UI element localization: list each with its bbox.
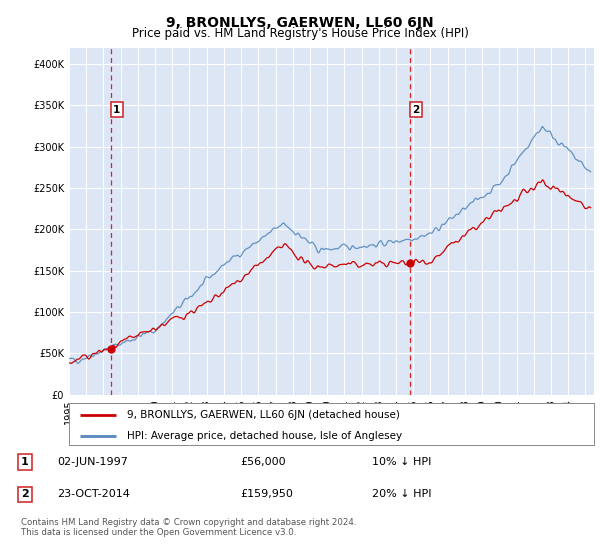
- Text: 23-OCT-2014: 23-OCT-2014: [57, 489, 130, 500]
- Text: 10% ↓ HPI: 10% ↓ HPI: [372, 457, 431, 467]
- Text: 9, BRONLLYS, GAERWEN, LL60 6JN: 9, BRONLLYS, GAERWEN, LL60 6JN: [166, 16, 434, 30]
- Text: Contains HM Land Registry data © Crown copyright and database right 2024.
This d: Contains HM Land Registry data © Crown c…: [21, 518, 356, 538]
- Text: Price paid vs. HM Land Registry's House Price Index (HPI): Price paid vs. HM Land Registry's House …: [131, 27, 469, 40]
- Text: £56,000: £56,000: [240, 457, 286, 467]
- Text: HPI: Average price, detached house, Isle of Anglesey: HPI: Average price, detached house, Isle…: [127, 431, 402, 441]
- Text: 2: 2: [21, 489, 29, 500]
- Text: 20% ↓ HPI: 20% ↓ HPI: [372, 489, 431, 500]
- Text: 1: 1: [21, 457, 29, 467]
- Text: £159,950: £159,950: [240, 489, 293, 500]
- Text: 02-JUN-1997: 02-JUN-1997: [57, 457, 128, 467]
- Text: 2: 2: [413, 105, 420, 115]
- Text: 9, BRONLLYS, GAERWEN, LL60 6JN (detached house): 9, BRONLLYS, GAERWEN, LL60 6JN (detached…: [127, 410, 400, 420]
- Text: 1: 1: [113, 105, 121, 115]
